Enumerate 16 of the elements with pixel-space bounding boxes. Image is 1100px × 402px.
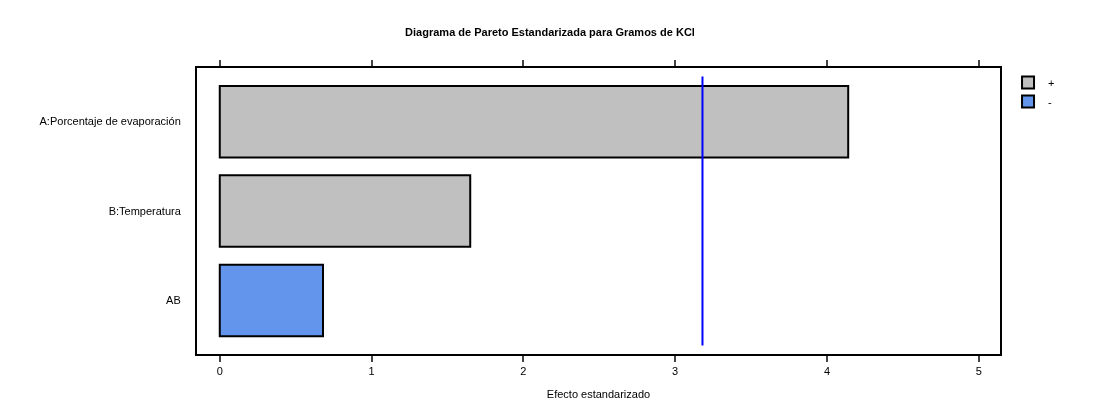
y-tick-label: B:Temperatura bbox=[108, 204, 182, 217]
y-tick-label: AB bbox=[166, 294, 181, 307]
x-axis-title: Efecto estandarizado bbox=[546, 388, 651, 400]
legend-label: - bbox=[1048, 95, 1053, 108]
x-tick-label: 1 bbox=[368, 365, 375, 378]
x-tick-label: 2 bbox=[520, 365, 527, 378]
chart-title: Diagrama de Pareto Estandarizada para Gramos de KCl bbox=[405, 25, 695, 38]
bar bbox=[218, 84, 850, 159]
x-tick-label: 0 bbox=[216, 365, 223, 378]
y-tick-label: A:Porcentaje de evaporación bbox=[39, 115, 181, 128]
legend-label: + bbox=[1048, 76, 1055, 89]
x-tick-label: 5 bbox=[975, 365, 982, 378]
bar bbox=[218, 263, 324, 338]
bar bbox=[218, 174, 472, 248]
x-tick-label: 3 bbox=[672, 365, 679, 378]
x-tick-label: 4 bbox=[823, 365, 831, 378]
